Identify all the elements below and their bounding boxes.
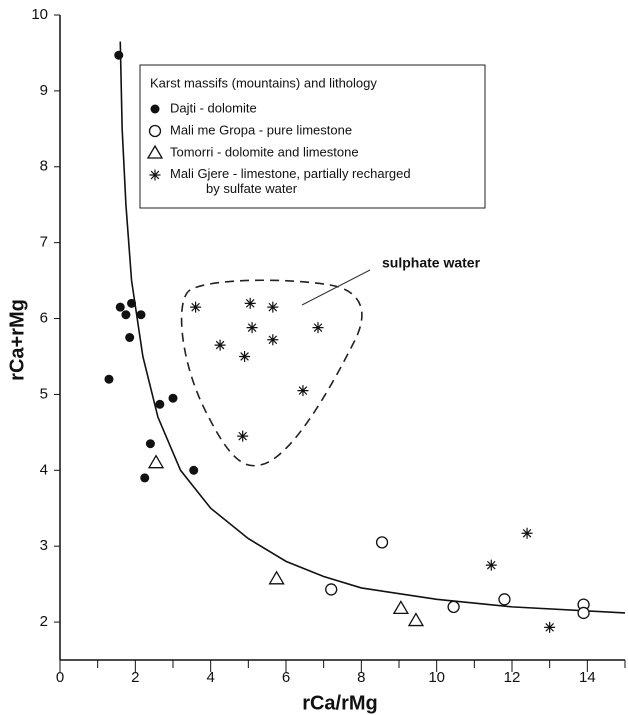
x-tick-label: 4 <box>206 669 214 686</box>
x-tick-label: 0 <box>56 669 64 686</box>
x-tick-label: 10 <box>428 669 445 686</box>
point <box>121 310 131 320</box>
point <box>155 399 165 409</box>
y-tick-label: 5 <box>40 385 48 402</box>
point <box>297 385 309 397</box>
point <box>104 374 114 384</box>
y-tick-label: 10 <box>31 6 48 23</box>
y-axis-label: rCa+rMg <box>6 299 28 381</box>
point <box>268 570 285 585</box>
legend-title: Karst massifs (mountains) and lithology <box>150 75 377 90</box>
legend-marker <box>150 104 160 114</box>
point <box>214 339 226 351</box>
point <box>485 559 497 571</box>
y-tick-label: 6 <box>40 309 48 326</box>
point <box>244 297 256 309</box>
point <box>115 302 125 312</box>
point <box>127 298 137 308</box>
point <box>237 430 249 442</box>
annotation: sulphate water <box>382 255 481 271</box>
point <box>498 593 511 606</box>
point <box>246 322 258 334</box>
y-tick-label: 4 <box>40 461 48 478</box>
y-tick-label: 2 <box>40 613 48 630</box>
point <box>577 606 590 620</box>
sulphate-region <box>180 279 363 467</box>
legend-marker <box>149 169 161 181</box>
legend-label: Mali Gjere - limestone, partially rechar… <box>170 166 411 196</box>
legend-label: Tomorri - dolomite and limestone <box>170 144 359 159</box>
legend-marker <box>148 124 162 138</box>
point <box>140 473 150 483</box>
point <box>190 301 202 313</box>
point <box>447 600 460 614</box>
y-tick-label: 7 <box>40 234 48 251</box>
point <box>168 393 178 403</box>
legend-box <box>139 64 486 209</box>
point <box>125 333 135 342</box>
legend-label: Dajti - dolomite <box>170 100 257 115</box>
legend-label: Mali me Gropa - pure limestone <box>170 122 352 137</box>
annotation-leader <box>301 269 371 306</box>
x-tick-label: 8 <box>357 669 365 686</box>
y-tick-label: 3 <box>40 537 48 554</box>
fit-curve <box>119 41 626 614</box>
point <box>544 621 556 633</box>
point <box>521 527 533 539</box>
y-tick-label: 8 <box>40 158 48 175</box>
point <box>312 322 324 334</box>
point <box>145 439 155 449</box>
x-tick-label: 14 <box>579 669 596 686</box>
point <box>267 301 279 313</box>
point <box>325 583 338 596</box>
point <box>267 334 279 346</box>
point <box>189 465 199 475</box>
x-tick-label: 2 <box>131 669 139 686</box>
point <box>114 50 124 60</box>
point <box>136 310 146 320</box>
point <box>392 600 410 615</box>
x-tick-label: 12 <box>504 669 521 686</box>
x-axis-label: rCa/rMg <box>302 692 378 714</box>
point <box>407 612 425 627</box>
y-tick-label: 9 <box>40 82 48 99</box>
x-tick-label: 6 <box>282 669 290 686</box>
point <box>147 454 165 469</box>
point <box>239 350 251 362</box>
point <box>375 536 389 549</box>
legend-marker <box>146 144 164 159</box>
